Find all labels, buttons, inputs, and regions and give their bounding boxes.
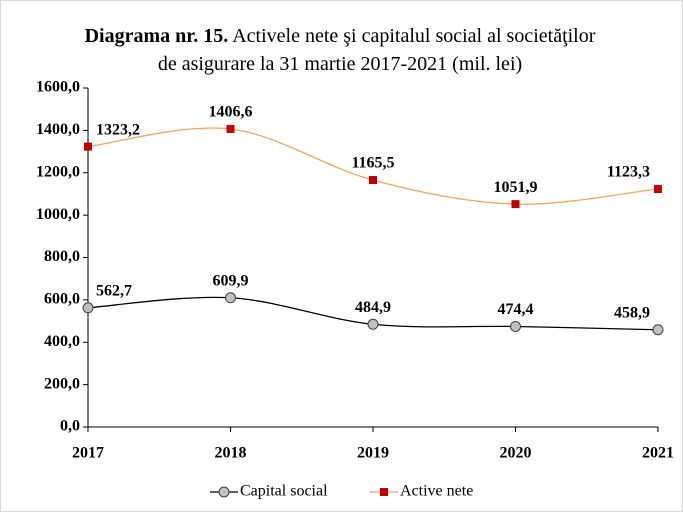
y-tick-label: 0,0 [60, 418, 80, 435]
y-tick-label: 600,0 [44, 291, 80, 308]
data-label: 458,9 [614, 304, 650, 321]
title-prefix: Diagrama nr. 15. [84, 25, 229, 47]
marker [654, 185, 662, 194]
marker [82, 302, 94, 314]
x-tick-label: 2017 [72, 445, 104, 462]
data-label: 474,4 [498, 301, 534, 318]
y-tick-label: 1600,0 [36, 79, 80, 96]
y-tick-label: 400,0 [44, 333, 80, 350]
title-text: Activele nete şi capitalul social al soc… [157, 25, 596, 75]
marker [369, 176, 377, 185]
data-label: 562,7 [96, 282, 132, 299]
marker [84, 142, 92, 151]
data-label: 1051,9 [494, 179, 538, 196]
data-label: 1165,5 [351, 155, 394, 172]
data-label: 1406,6 [209, 104, 253, 121]
data-label: 1123,3 [607, 164, 650, 181]
marker [226, 124, 235, 133]
x-tick-label: 2018 [215, 445, 247, 462]
y-tick-label: 1200,0 [36, 163, 80, 180]
x-tick-label: 2021 [642, 445, 674, 462]
chart-title: Diagrama nr. 15. Activele nete şi capita… [80, 22, 600, 78]
data-label: 1323,2 [96, 121, 140, 138]
y-tick-label: 200,0 [44, 375, 80, 392]
marker [367, 318, 379, 330]
legend-marker [380, 488, 388, 496]
marker [510, 320, 521, 332]
y-tick-label: 1000,0 [36, 206, 80, 223]
y-tick-label: 800,0 [44, 248, 80, 265]
x-tick-label: 2019 [357, 445, 389, 462]
marker [511, 200, 520, 209]
legend-marker [218, 486, 230, 498]
data-label: 484,9 [355, 299, 391, 316]
y-tick-label: 1400,0 [36, 121, 80, 138]
legend-label: Active nete [400, 483, 473, 500]
legend-label: Capital social [240, 483, 328, 500]
marker [652, 324, 664, 336]
marker [225, 292, 236, 304]
x-tick-label: 2020 [500, 445, 532, 462]
data-label: 609,9 [213, 272, 249, 289]
